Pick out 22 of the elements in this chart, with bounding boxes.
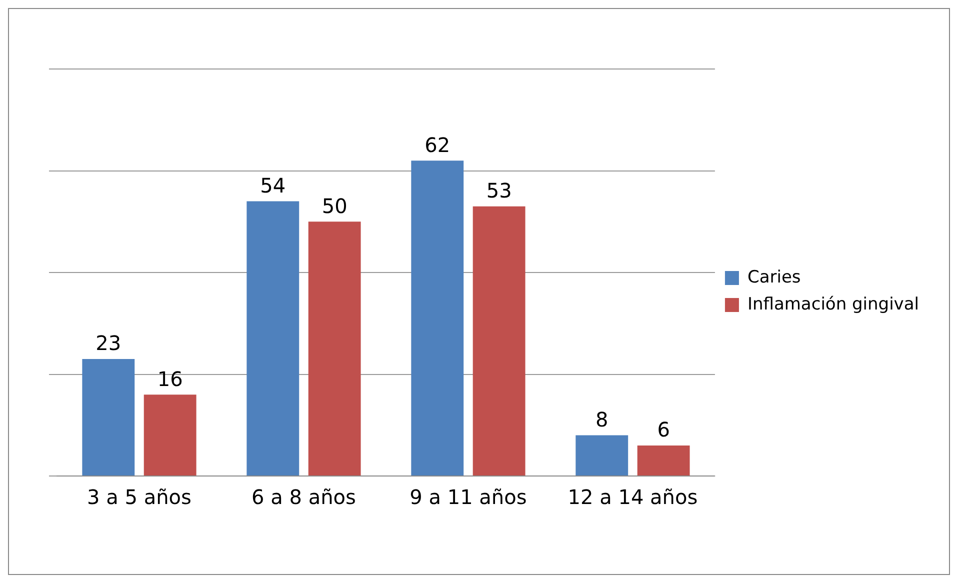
bar (144, 394, 196, 476)
x-tick-label: 3 a 5 años (87, 485, 192, 510)
bar (246, 201, 300, 476)
legend-label: Inflamación gingival (747, 294, 920, 314)
data-label: 50 (322, 194, 348, 218)
data-label: 8 (596, 408, 608, 432)
x-tick-label: 9 a 11 años (410, 485, 527, 510)
data-label: 54 (260, 173, 286, 198)
data-label: 16 (157, 366, 183, 391)
bar (472, 206, 526, 476)
bar (637, 445, 690, 476)
bar (576, 435, 628, 476)
bar (411, 160, 464, 476)
data-label: 6 (657, 418, 670, 442)
legend-label: Caries (747, 267, 801, 288)
data-label: 62 (424, 132, 450, 157)
x-tick-label: 6 a 8 años (252, 485, 356, 510)
bar (82, 358, 135, 476)
x-tick-label: 12 a 14 años (568, 485, 698, 510)
data-label: 53 (486, 178, 512, 203)
bar (308, 222, 361, 476)
data-label: 23 (96, 331, 122, 356)
